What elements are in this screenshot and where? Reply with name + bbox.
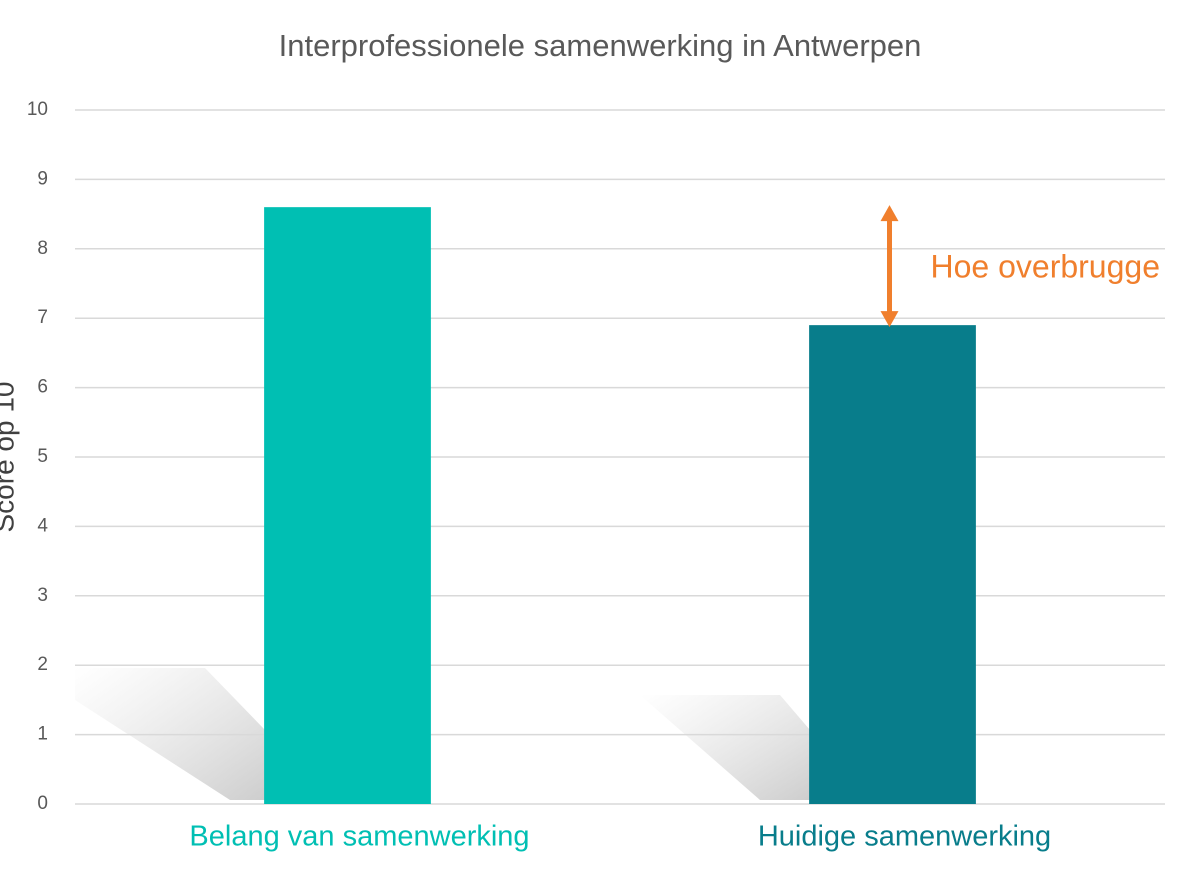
x-tick-label: Belang van samenwerking (189, 821, 529, 853)
arrow-head (880, 311, 899, 328)
y-tick-label: 1 (37, 724, 48, 745)
y-tick-label: 8 (37, 238, 48, 259)
x-tick-label: Huidige samenwerking (758, 821, 1051, 853)
bar (809, 325, 976, 804)
y-tick-label: 0 (37, 793, 48, 814)
bar-shadow (640, 695, 810, 800)
y-tick-label: 7 (37, 307, 48, 328)
y-tick-label: 4 (37, 515, 48, 536)
y-axis-label: Score op 10 (0, 382, 19, 533)
y-tick-label: 2 (37, 654, 48, 675)
arrow-head (880, 205, 899, 222)
y-tick-label: 9 (37, 168, 48, 189)
chart-title: Interprofessionele samenwerking in Antwe… (279, 28, 922, 63)
y-tick-label: 5 (37, 446, 48, 467)
y-tick-label: 3 (37, 585, 48, 606)
y-tick-label: 6 (37, 377, 48, 398)
bar (264, 207, 431, 804)
y-tick-label: 10 (27, 99, 48, 120)
annotation: Hoe overbrugge (931, 249, 1160, 285)
